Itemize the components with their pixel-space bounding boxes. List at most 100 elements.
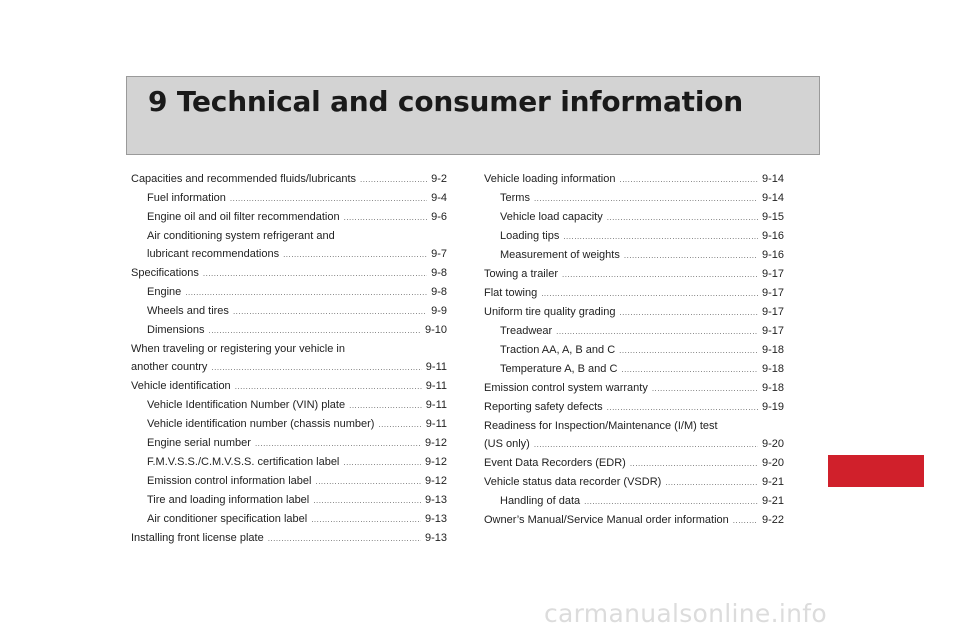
chapter-title: 9 Technical and consumer information: [148, 85, 743, 118]
toc-entry[interactable]: Treadwear 9-17: [484, 322, 784, 341]
toc-entry[interactable]: Tire and loading information label 9-13: [131, 491, 447, 510]
dot-leader: [619, 171, 757, 189]
toc-entry[interactable]: Emission control information label 9-12: [131, 472, 447, 491]
toc-entry-page: 9-13: [424, 494, 447, 506]
toc-entry[interactable]: Loading tips 9-16: [484, 227, 784, 246]
toc-entry-page: 9-11: [425, 380, 447, 392]
toc-entry[interactable]: Dimensions 9-10: [131, 321, 447, 340]
toc-entry-title: Terms: [500, 192, 530, 204]
dot-leader: [563, 228, 758, 246]
toc-entry[interactable]: Installing front license plate 9-13: [131, 529, 447, 548]
toc-entry[interactable]: Emission control system warranty 9-18: [484, 379, 784, 398]
toc-entry-title: Engine oil and oil filter recommendation: [147, 211, 340, 223]
dot-leader: [534, 190, 758, 208]
dot-leader: [255, 435, 421, 453]
toc-entry[interactable]: Wheels and tires 9-9: [131, 302, 447, 321]
dot-leader: [621, 361, 758, 379]
toc-entry-page: 9-21: [761, 476, 784, 488]
toc-entry[interactable]: Engine serial number 9-12: [131, 434, 447, 453]
chapter-tab-marker[interactable]: [828, 455, 924, 487]
dot-leader: [203, 265, 427, 283]
toc-entry-page: 9-16: [761, 230, 784, 242]
toc-entry[interactable]: Vehicle identification number (chassis n…: [131, 415, 447, 434]
dot-leader: [233, 303, 427, 321]
toc-entry[interactable]: Specifications 9-8: [131, 264, 447, 283]
toc-entry[interactable]: Vehicle Identification Number (VIN) plat…: [131, 396, 447, 415]
toc-entry-page: 9-11: [425, 399, 447, 411]
toc-entry-title: Reporting safety defects: [484, 401, 603, 413]
dot-leader: [360, 171, 427, 189]
toc-entry[interactable]: Event Data Recorders (EDR) 9-20: [484, 454, 784, 473]
toc-entry[interactable]: Flat towing 9-17: [484, 284, 784, 303]
toc-entry-title: Vehicle loading information: [484, 173, 616, 185]
toc-entry[interactable]: Vehicle identification 9-11: [131, 377, 447, 396]
toc-entry[interactable]: Air conditioner specification label 9-13: [131, 510, 447, 529]
toc-entry[interactable]: When traveling or registering your vehic…: [131, 340, 447, 377]
toc-entry[interactable]: Reporting safety defects 9-19: [484, 398, 784, 417]
dot-leader: [185, 284, 427, 302]
toc-entry-page: 9-11: [425, 418, 447, 430]
toc-entry-page: 9-12: [424, 475, 447, 487]
dot-leader: [311, 511, 421, 529]
toc-entry-title: Temperature A, B and C: [500, 363, 618, 375]
toc-entry[interactable]: Air conditioning system refrigerant and l…: [131, 227, 447, 264]
toc-entry-page: 9-15: [761, 211, 784, 223]
dot-leader: [315, 473, 421, 491]
dot-leader: [619, 304, 758, 322]
toc-entry[interactable]: Capacities and recommended fluids/lubric…: [131, 170, 447, 189]
toc-entry-page: 9-12: [424, 437, 447, 449]
toc-entry-title: Measurement of weights: [500, 249, 620, 261]
dot-leader: [630, 455, 758, 473]
dot-leader: [541, 285, 758, 303]
toc-entry-title-line1: Readiness for Inspection/Maintenance (I/…: [484, 420, 718, 432]
dot-leader: [378, 416, 421, 434]
chapter-banner: 9 Technical and consumer information: [126, 76, 820, 155]
toc-entry-page: 9-20: [761, 457, 784, 469]
toc-entry[interactable]: Engine 9-8: [131, 283, 447, 302]
toc-entry-title: Vehicle status data recorder (VSDR): [484, 476, 662, 488]
toc-entry-page: 9-11: [425, 361, 447, 373]
toc-entry-page: 9-21: [761, 495, 784, 507]
toc-entry[interactable]: Owner’s Manual/Service Manual order info…: [484, 511, 784, 530]
dot-leader: [556, 323, 758, 341]
toc-entry[interactable]: Measurement of weights 9-16: [484, 246, 784, 265]
toc-entry-page: 9-2: [431, 173, 447, 185]
dot-leader: [208, 322, 421, 340]
toc-entry-title: (US only): [484, 438, 530, 450]
toc-entry[interactable]: Temperature A, B and C 9-18: [484, 360, 784, 379]
dot-leader: [230, 190, 427, 208]
toc-entry[interactable]: Vehicle loading information 9-14: [484, 170, 784, 189]
dot-leader: [211, 359, 421, 377]
toc-entry[interactable]: Traction AA, A, B and C 9-18: [484, 341, 784, 360]
toc-entry-page: 9-7: [431, 248, 447, 260]
toc-entry-title-line1: Air conditioning system refrigerant and: [147, 230, 335, 242]
toc-entry-title: Traction AA, A, B and C: [500, 344, 616, 356]
toc-entry-title: another country: [131, 361, 208, 373]
toc-entry-page: 9-18: [761, 344, 784, 356]
watermark: carmanualsonline.info: [544, 599, 827, 628]
dot-leader: [534, 436, 758, 454]
toc-entry[interactable]: Terms 9-14: [484, 189, 784, 208]
toc-entry[interactable]: Engine oil and oil filter recommendation…: [131, 208, 447, 227]
dot-leader: [665, 474, 758, 492]
toc-entry-title: Vehicle Identification Number (VIN) plat…: [147, 399, 346, 411]
toc-entry[interactable]: Readiness for Inspection/Maintenance (I/…: [484, 417, 784, 454]
toc-entry-title: Event Data Recorders (EDR): [484, 457, 626, 469]
toc-entry-page: 9-22: [761, 514, 784, 526]
toc-entry-title: Installing front license plate: [131, 532, 264, 544]
toc-entry[interactable]: Vehicle load capacity 9-15: [484, 208, 784, 227]
toc-entry[interactable]: F.M.V.S.S./C.M.V.S.S. certification labe…: [131, 453, 447, 472]
toc-entry-title: Fuel information: [147, 192, 226, 204]
dot-leader: [268, 530, 421, 548]
toc-entry[interactable]: Uniform tire quality grading 9-17: [484, 303, 784, 322]
toc-entry-title: Handling of data: [500, 495, 581, 507]
toc-entry-page: 9-6: [431, 211, 447, 223]
toc-entry[interactable]: Handling of data 9-21: [484, 492, 784, 511]
toc-entry[interactable]: Fuel information 9-4: [131, 189, 447, 208]
dot-leader: [607, 209, 758, 227]
toc-entry-title: Treadwear: [500, 325, 553, 337]
toc-entry[interactable]: Towing a trailer 9-17: [484, 265, 784, 284]
toc-entry[interactable]: Vehicle status data recorder (VSDR) 9-21: [484, 473, 784, 492]
toc-entry-title: Air conditioner specification label: [147, 513, 308, 525]
dot-leader: [349, 397, 422, 415]
